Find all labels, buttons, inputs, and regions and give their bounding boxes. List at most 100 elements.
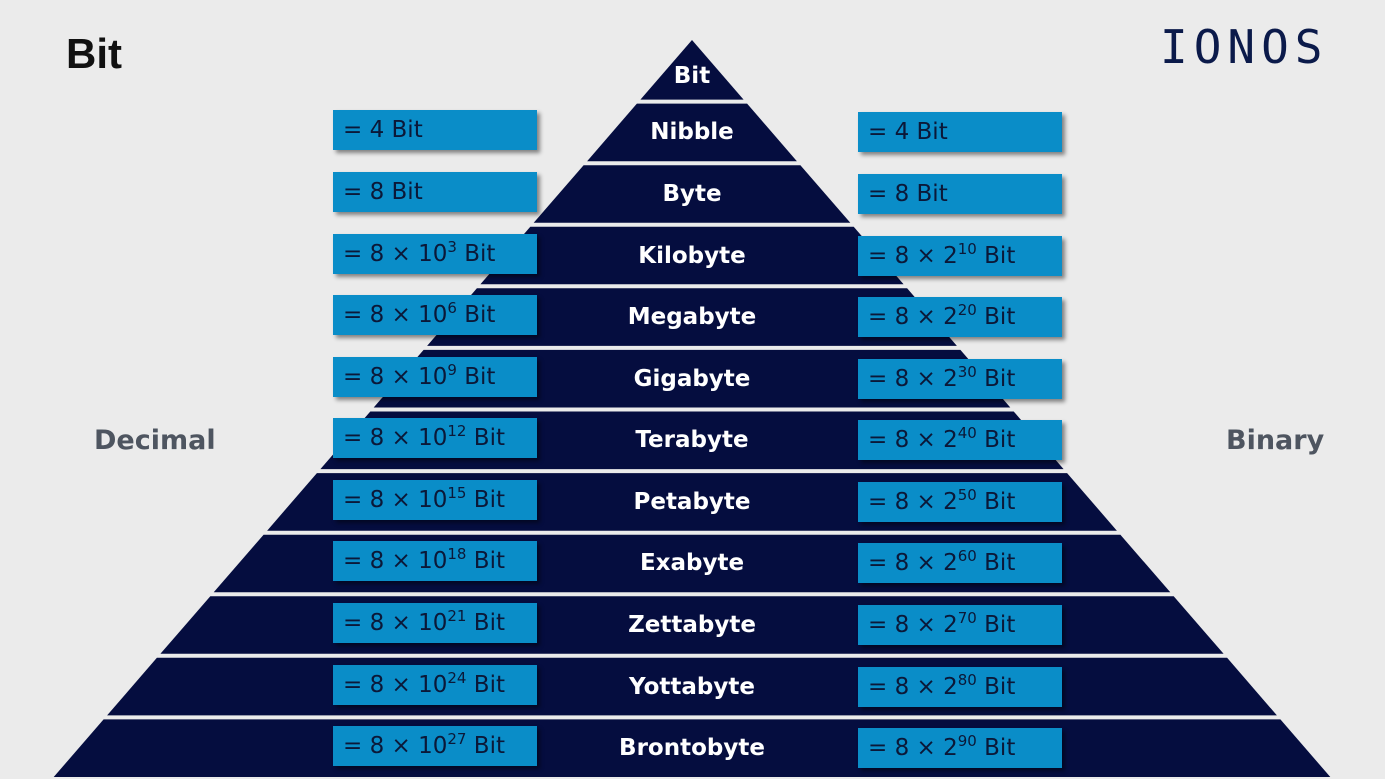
decimal-zettabyte-unit: Bit [466,610,505,637]
binary-brontobyte-exponent: 90 [957,732,977,751]
binary-exabyte-exponent: 60 [957,547,977,566]
decimal-box-byte: = 8 Bit [333,171,537,212]
decimal-brontobyte-exponent: 27 [447,730,467,749]
level-label-petabyte: Petabyte [633,488,751,515]
decimal-kilobyte-base: = 8 × 10 [343,240,448,267]
decimal-yottabyte-exponent: 24 [447,668,467,687]
level-label-brontobyte: Brontobyte [619,735,765,762]
pyramid-layer-kilobyte [480,226,904,285]
decimal-box-brontobyte: = 8 × 1027 Bit [333,726,537,767]
decimal-gigabyte-base: = 8 × 10 [343,363,448,390]
level-label-zettabyte: Zettabyte [628,612,756,639]
decimal-kilobyte-unit: Bit [456,240,496,267]
decimal-gigabyte-unit: Bit [456,363,496,390]
binary-zettabyte-exponent: 70 [957,609,977,628]
level-label-terabyte: Terabyte [635,427,749,454]
binary-box-byte: = 8 Bit [858,173,1062,214]
decimal-megabyte-exponent: 6 [447,299,457,318]
binary-box-nibble: = 4 Bit [858,112,1062,153]
level-label-gigabyte: Gigabyte [633,365,751,392]
binary-megabyte-unit: Bit [976,304,1016,331]
binary-box-brontobyte: = 8 × 290 Bit [858,728,1062,769]
decimal-box-nibble: = 4 Bit [333,110,537,151]
decimal-label: Decimal [94,425,216,456]
binary-box-megabyte: = 8 × 220 Bit [858,297,1062,338]
decimal-box-exabyte: = 8 × 1018 Bit [333,541,537,582]
decimal-terabyte-exponent: 12 [447,422,467,441]
decimal-exabyte-exponent: 18 [447,545,467,564]
binary-brontobyte-base: = 8 × 2 [868,735,958,762]
binary-box-yottabyte: = 8 × 280 Bit [858,666,1062,707]
binary-brontobyte-unit: Bit [976,735,1016,762]
decimal-brontobyte-unit: Bit [466,733,505,760]
decimal-box-petabyte: = 8 × 1015 Bit [333,479,537,520]
decimal-box-megabyte: = 8 × 106 Bit [333,295,537,336]
decimal-exabyte-base: = 8 × 10 [343,548,448,575]
binary-label: Binary [1226,425,1325,456]
binary-terabyte-exponent: 40 [957,424,977,443]
decimal-exabyte-unit: Bit [466,548,505,575]
decimal-nibble-value: = 4 Bit [343,117,423,144]
decimal-petabyte-unit: Bit [466,486,505,513]
binary-petabyte-unit: Bit [976,488,1016,515]
decimal-box-kilobyte: = 8 × 103 Bit [333,233,537,274]
binary-terabyte-unit: Bit [976,427,1016,454]
binary-box-petabyte: = 8 × 250 Bit [858,481,1062,522]
binary-box-terabyte: = 8 × 240 Bit [858,420,1062,461]
binary-byte-value: = 8 Bit [868,180,948,207]
level-label-byte: Byte [662,180,722,207]
decimal-terabyte-unit: Bit [466,425,505,452]
decimal-brontobyte-base: = 8 × 10 [343,733,448,760]
page-title: Bit [66,30,122,77]
decimal-byte-value: = 8 Bit [343,178,423,205]
decimal-box-zettabyte: = 8 × 1021 Bit [333,603,537,644]
binary-box-kilobyte: = 8 × 210 Bit [858,235,1062,276]
decimal-gigabyte-exponent: 9 [447,360,457,379]
decimal-megabyte-unit: Bit [456,302,496,329]
binary-terabyte-base: = 8 × 2 [868,427,958,454]
decimal-box-yottabyte: = 8 × 1024 Bit [333,664,537,705]
binary-yottabyte-unit: Bit [976,673,1016,700]
binary-kilobyte-exponent: 10 [957,239,977,258]
binary-megabyte-base: = 8 × 2 [868,304,958,331]
binary-box-zettabyte: = 8 × 270 Bit [858,605,1062,646]
pyramid-layer-bit [640,40,744,100]
binary-box-exabyte: = 8 × 260 Bit [858,543,1062,584]
binary-kilobyte-unit: Bit [976,242,1016,269]
binary-gigabyte-unit: Bit [976,365,1016,392]
decimal-megabyte-base: = 8 × 10 [343,302,448,329]
level-label-exabyte: Exabyte [639,550,745,577]
level-label-bit: Bit [673,62,711,89]
decimal-terabyte-base: = 8 × 10 [343,425,448,452]
binary-nibble-value: = 4 Bit [868,119,948,146]
decimal-box-gigabyte: = 8 × 109 Bit [333,356,537,397]
decimal-yottabyte-base: = 8 × 10 [343,671,448,698]
binary-kilobyte-base: = 8 × 2 [868,242,958,269]
binary-megabyte-exponent: 20 [957,301,977,320]
binary-gigabyte-base: = 8 × 2 [868,365,958,392]
decimal-zettabyte-base: = 8 × 10 [343,610,448,637]
level-label-yottabyte: Yottabyte [629,673,755,700]
binary-petabyte-base: = 8 × 2 [868,488,958,515]
decimal-yottabyte-unit: Bit [466,671,505,698]
pyramid-layer-byte [533,165,851,223]
level-label-nibble: Nibble [650,119,734,146]
binary-gigabyte-exponent: 30 [957,362,977,381]
decimal-kilobyte-exponent: 3 [447,237,457,256]
binary-exabyte-unit: Bit [976,550,1016,577]
binary-zettabyte-base: = 8 × 2 [868,612,958,639]
decimal-petabyte-exponent: 15 [447,483,467,502]
pyramid-layer-nibble [587,103,797,162]
decimal-petabyte-base: = 8 × 10 [343,486,448,513]
level-label-megabyte: Megabyte [627,304,757,331]
pyramid-layer-megabyte [427,288,957,346]
binary-yottabyte-base: = 8 × 2 [868,673,958,700]
binary-yottabyte-exponent: 80 [957,670,977,689]
binary-zettabyte-unit: Bit [976,612,1016,639]
binary-box-gigabyte: = 8 × 230 Bit [858,358,1062,399]
binary-exabyte-base: = 8 × 2 [868,550,958,577]
binary-petabyte-exponent: 50 [957,485,977,504]
decimal-zettabyte-exponent: 21 [447,607,467,626]
ionos-logo: IONOS [1160,20,1329,74]
decimal-box-terabyte: = 8 × 1012 Bit [333,418,537,459]
